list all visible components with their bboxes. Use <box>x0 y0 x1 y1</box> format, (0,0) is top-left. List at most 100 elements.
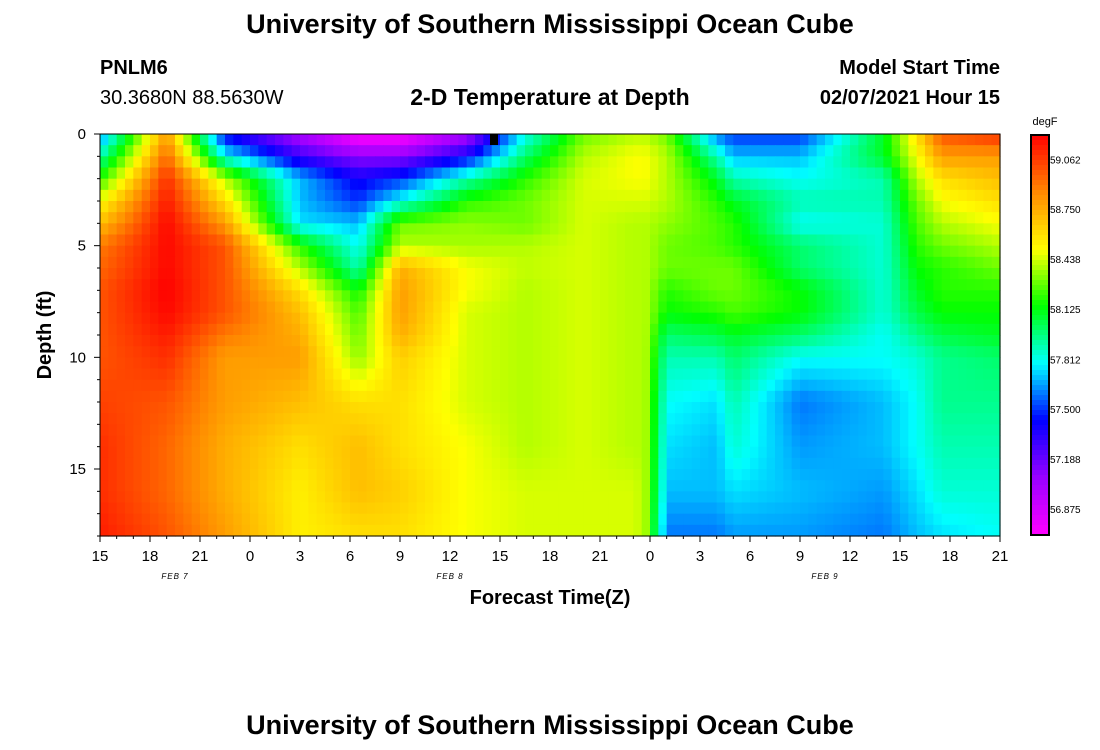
heatmap-cell <box>233 390 243 403</box>
heatmap-cell <box>241 201 251 213</box>
heatmap-cell <box>616 145 626 157</box>
heatmap-cell <box>241 312 251 325</box>
heatmap-cell <box>783 435 793 448</box>
heatmap-cell <box>808 368 818 381</box>
heatmap-cell <box>800 390 809 403</box>
heatmap-cell <box>725 446 734 459</box>
heatmap-cell <box>933 424 943 437</box>
heatmap-cell <box>883 446 893 459</box>
heatmap-cell <box>600 457 609 470</box>
heatmap-cell <box>516 256 526 269</box>
heatmap-cell <box>458 301 468 314</box>
heatmap-cell <box>516 212 526 224</box>
heatmap-cell <box>858 335 868 347</box>
heatmap-cell <box>416 480 426 492</box>
heatmap-cell <box>591 357 601 370</box>
heatmap-cell <box>341 323 351 336</box>
heatmap-cell <box>700 312 709 325</box>
heatmap-cell <box>491 178 501 191</box>
heatmap-cell <box>466 323 476 336</box>
heatmap-cell <box>675 212 684 224</box>
heatmap-cell <box>333 402 343 414</box>
heatmap-cell <box>916 435 926 448</box>
heatmap-cell <box>266 134 276 146</box>
heatmap-cell <box>833 301 843 314</box>
heatmap-cell <box>383 323 393 336</box>
heatmap-cell <box>566 323 576 336</box>
heatmap-cell <box>525 524 534 537</box>
heatmap-cell <box>158 424 168 437</box>
heatmap-cell <box>958 167 968 180</box>
colorbar-segment <box>1031 505 1049 511</box>
heatmap-cell <box>966 156 976 169</box>
heatmap-cell <box>758 312 768 325</box>
heatmap-cell <box>158 245 168 258</box>
heatmap-cell <box>366 312 376 325</box>
heatmap-cell <box>383 290 393 303</box>
heatmap-cell <box>858 469 868 481</box>
heatmap-cell <box>675 223 684 236</box>
colorbar-segment <box>1031 470 1049 476</box>
heatmap-cell <box>325 368 334 381</box>
heatmap-cell <box>750 212 759 224</box>
heatmap-cell <box>558 268 568 280</box>
heatmap-cell <box>725 167 734 180</box>
heatmap-cell <box>175 446 184 459</box>
heatmap-cell <box>366 435 376 448</box>
heatmap-cell <box>566 446 576 459</box>
heatmap-cell <box>975 268 984 280</box>
heatmap-cell <box>450 234 459 247</box>
heatmap-cell <box>833 480 843 492</box>
heatmap-cell <box>433 379 443 392</box>
heatmap-cell <box>491 402 501 414</box>
heatmap-cell <box>991 167 1001 180</box>
heatmap-cell <box>775 312 784 325</box>
heatmap-cell <box>950 491 959 504</box>
heatmap-cell <box>975 290 984 303</box>
heatmap-cell <box>750 424 759 437</box>
heatmap-cell <box>625 346 634 358</box>
heatmap-cell <box>975 379 984 392</box>
heatmap-cell <box>441 502 451 515</box>
heatmap-cell <box>391 502 401 515</box>
heatmap-cell <box>825 245 834 258</box>
heatmap-cell <box>583 212 593 224</box>
heatmap-cell <box>950 256 959 269</box>
heatmap-cell <box>475 480 484 492</box>
heatmap-cell <box>500 290 509 303</box>
heatmap-cell <box>400 290 409 303</box>
heatmap-cell <box>283 357 293 370</box>
heatmap-cell <box>383 335 393 347</box>
heatmap-cell <box>841 323 851 336</box>
heatmap-cell <box>600 256 609 269</box>
heatmap-cell <box>883 424 893 437</box>
heatmap-cell <box>250 402 259 414</box>
heatmap-cell <box>191 469 201 481</box>
heatmap-cell <box>283 323 293 336</box>
heatmap-cell <box>316 256 326 269</box>
heatmap-cell <box>275 502 284 515</box>
heatmap-cell <box>541 189 551 202</box>
heatmap-cell <box>375 223 384 236</box>
heatmap-cell <box>700 212 709 224</box>
heatmap-cell <box>341 134 351 146</box>
page-title-bottom: University of Southern Mississippi Ocean… <box>246 710 854 740</box>
heatmap-cell <box>533 513 543 526</box>
heatmap-cell <box>558 335 568 347</box>
heatmap-cell <box>408 379 418 392</box>
heatmap-cell <box>675 357 684 370</box>
heatmap-cell <box>341 178 351 191</box>
heatmap-cell <box>150 457 159 470</box>
heatmap-cell <box>391 256 401 269</box>
heatmap-cell <box>600 513 609 526</box>
heatmap-cell <box>366 189 376 202</box>
heatmap-cell <box>966 413 976 425</box>
heatmap-cell <box>516 480 526 492</box>
heatmap-cell <box>516 524 526 537</box>
heatmap-cell <box>775 256 784 269</box>
heatmap-cell <box>158 189 168 202</box>
heatmap-cell <box>733 346 743 358</box>
heatmap-cell <box>483 469 493 481</box>
heatmap-cell <box>650 189 659 202</box>
heatmap-cell <box>891 524 901 537</box>
